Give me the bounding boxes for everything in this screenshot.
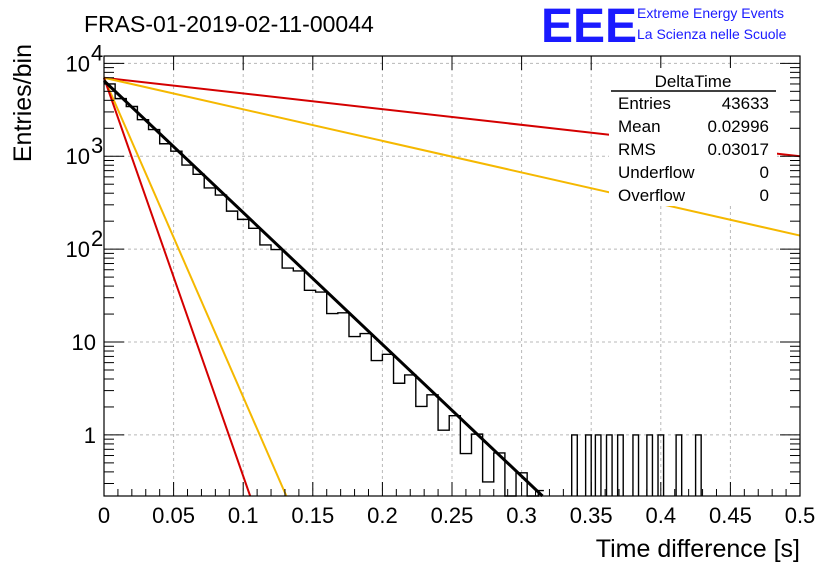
stats-label-overflow: Overflow: [618, 186, 686, 205]
histogram-bin: [646, 434, 654, 496]
stats-label-entries: Entries: [618, 94, 671, 113]
x-tick-label: 0.5: [785, 503, 816, 528]
logo-line-2: La Scienza nelle Scuole: [637, 26, 787, 42]
y-tick-label: 10: [66, 237, 90, 262]
x-tick-label: 0.25: [431, 503, 474, 528]
x-tick-label: 0.15: [291, 503, 334, 528]
histogram-bin: [694, 434, 702, 496]
x-tick-label: 0.1: [228, 503, 259, 528]
axis-ticks: 0 0.05 0.1 0.15 0.2 0.25 0.3 0.35 0.4 0.45 0.5 1 10 1…: [66, 40, 816, 528]
histogram-bin: [632, 434, 640, 496]
stats-label-rms: RMS: [618, 140, 656, 159]
y-tick-label: 10: [66, 144, 90, 169]
fit-line-2: [103, 76, 801, 237]
y-tick-label: 10: [72, 330, 96, 355]
y-tick-label: 1: [84, 423, 96, 448]
eee-logo: EEE: [541, 0, 637, 53]
y-tick-exponent: 2: [91, 226, 103, 251]
chart-title: FRAS-01-2019-02-11-00044: [84, 11, 374, 37]
stats-box: DeltaTime Entries 43633 Mean 0.02996 RMS…: [609, 68, 777, 206]
stats-label-mean: Mean: [618, 117, 661, 136]
x-tick-label: 0.4: [646, 503, 677, 528]
histogram: [102, 79, 702, 498]
x-tick-label: 0.45: [709, 503, 752, 528]
x-axis-label: Time difference [s]: [596, 535, 800, 563]
logo-line-1: Extreme Energy Events: [637, 5, 784, 21]
x-tick-label: 0: [98, 503, 110, 528]
y-tick-exponent: 3: [91, 133, 103, 158]
x-tick-label: 0.2: [367, 503, 398, 528]
histogram-bin: [616, 434, 624, 496]
stats-value-mean: 0.02996: [708, 117, 769, 136]
fit-line-main: [102, 79, 544, 498]
stats-value-underflow: 0: [760, 163, 769, 182]
stats-value-entries: 43633: [722, 94, 769, 113]
stats-value-overflow: 0: [760, 186, 769, 205]
x-tick-label: 0.3: [506, 503, 537, 528]
fit-line-3: [103, 77, 288, 497]
histogram-bin: [584, 434, 592, 496]
x-tick-label: 0.35: [570, 503, 613, 528]
stats-label-underflow: Underflow: [618, 163, 695, 182]
fit-line-4: [103, 77, 252, 497]
stats-value-rms: 0.03017: [708, 140, 769, 159]
x-tick-label: 0.05: [152, 503, 195, 528]
histogram-bin: [594, 434, 602, 496]
stats-header: DeltaTime: [655, 72, 732, 91]
histogram-bin: [571, 434, 578, 496]
histogram-bin: [605, 434, 613, 496]
histogram-bin: [675, 434, 683, 496]
y-tick-exponent: 4: [91, 40, 103, 65]
y-tick-label: 10: [66, 51, 90, 76]
histogram-bin: [657, 434, 665, 496]
y-axis-label: Entries/bin: [9, 44, 37, 162]
